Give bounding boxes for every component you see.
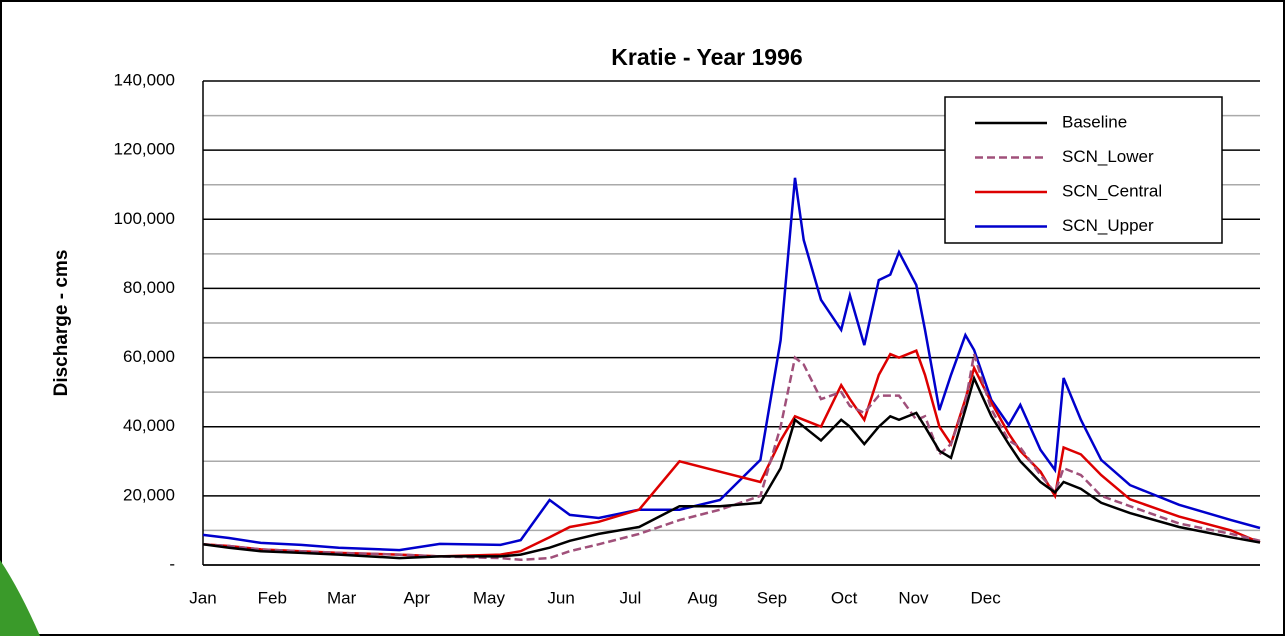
legend-label: SCN_Central [1062,181,1162,200]
y-axis-label: Discharge - cms [51,250,72,397]
y-tick-label: 120,000 [114,140,175,159]
legend-label: Baseline [1062,112,1127,131]
x-tick-label: Nov [898,588,929,607]
x-tick-label: Dec [971,588,1002,607]
y-tick-label: 40,000 [123,416,175,435]
chart-title: Kratie - Year 1996 [611,44,802,70]
x-tick-label: May [473,588,506,607]
x-tick-label: Feb [258,588,287,607]
legend-label: SCN_Lower [1062,147,1154,166]
data-line [202,374,1261,560]
y-tick-label: 80,000 [123,278,175,297]
data-line [202,177,1261,552]
y-tick-label: 60,000 [123,347,175,366]
x-tick-label: Sep [757,588,787,607]
decoration [0,560,40,636]
x-tick-label: Jun [547,588,574,607]
x-tick-label: Apr [403,588,430,607]
x-tick-label: Mar [327,588,357,607]
y-tick-label: 100,000 [114,209,175,228]
x-tick-label: Jul [620,588,642,607]
legend-box [944,96,1223,244]
x-tick-label: Aug [687,588,717,607]
y-tick-label: 140,000 [114,70,175,89]
x-tick-label: Jan [189,588,216,607]
legend-label: SCN_Upper [1062,216,1154,235]
x-tick-label: Oct [831,588,858,607]
y-tick-label: 20,000 [123,485,175,504]
y-tick-label: - [169,554,175,573]
